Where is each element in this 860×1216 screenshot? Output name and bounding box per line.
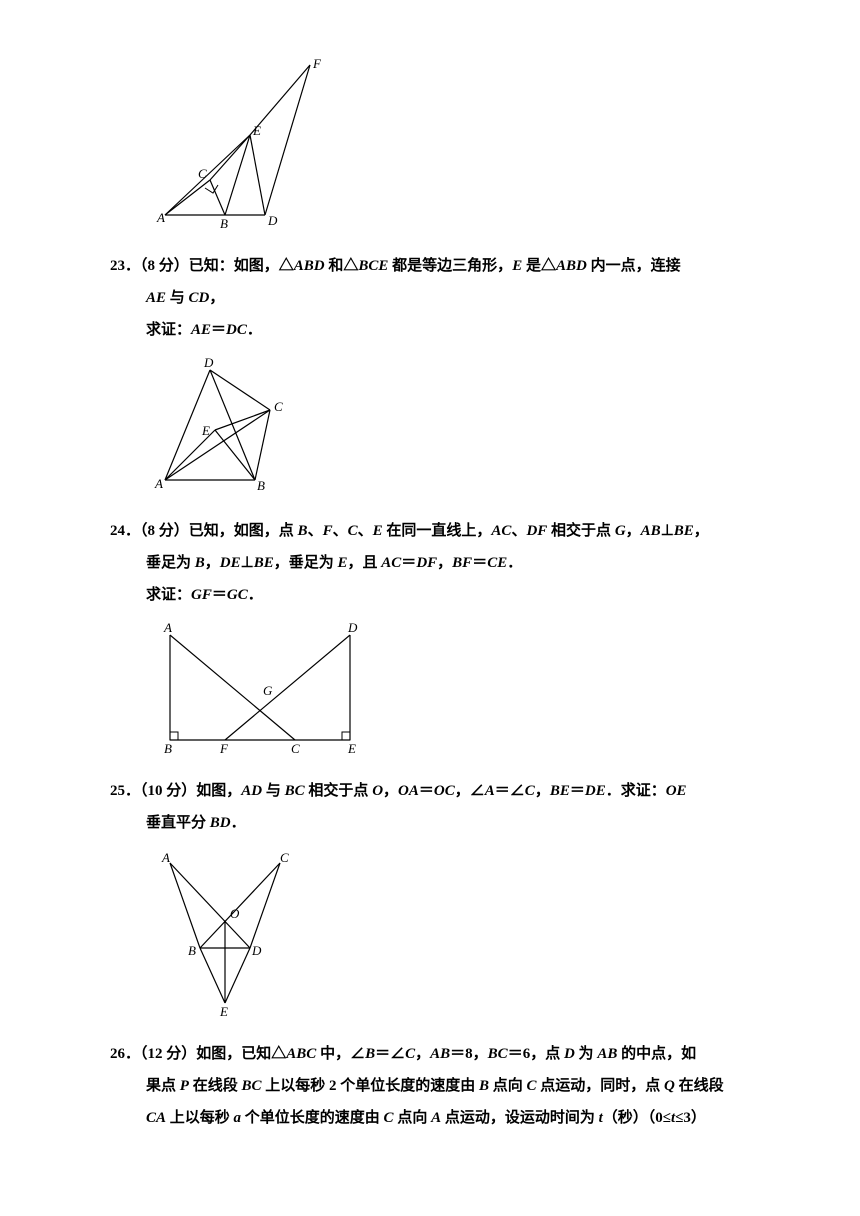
svg-text:A: A (154, 476, 163, 491)
problem-23-line3: 求证：AE＝DC． (110, 315, 760, 345)
svg-text:B: B (220, 216, 228, 230)
problem-25-line1: 25．（10 分）如图，AD 与 BC 相交于点 O，OA＝OC，∠A＝∠C，B… (110, 776, 760, 806)
svg-text:F: F (219, 741, 229, 755)
svg-text:C: C (280, 850, 289, 865)
figure-24: A B C D E F G (150, 620, 760, 766)
problem-26-line2: 果点 P 在线段 BC 上以每秒 2 个单位长度的速度由 B 点向 C 点运动，… (110, 1071, 760, 1101)
problem-26: 26．（12 分）如图，已知△ABC 中，∠B＝∠C，AB＝8，BC＝6，点 D… (110, 1039, 760, 1133)
figure-23: A B C D E (150, 355, 760, 506)
figure-25: A B C D E O (150, 848, 760, 1029)
svg-text:A: A (156, 210, 165, 225)
svg-text:E: E (219, 1004, 228, 1018)
problem-23-line1: 23．（8 分）已知：如图，△ABD 和△BCE 都是等边三角形，E 是△ABD… (110, 251, 760, 281)
svg-text:E: E (347, 741, 356, 755)
svg-text:O: O (230, 906, 240, 921)
problem-25: 25．（10 分）如图，AD 与 BC 相交于点 O，OA＝OC，∠A＝∠C，B… (110, 776, 760, 838)
svg-text:C: C (198, 166, 207, 181)
svg-text:G: G (263, 683, 273, 698)
problem-25-line2: 垂直平分 BD． (110, 808, 760, 838)
figure-22: A B C D E F (150, 50, 760, 241)
svg-text:D: D (347, 620, 358, 635)
svg-text:A: A (163, 620, 172, 635)
problem-24-line1: 24．（8 分）已知，如图，点 B、F、C、E 在同一直线上，AC、DF 相交于… (110, 516, 760, 546)
problem-24: 24．（8 分）已知，如图，点 B、F、C、E 在同一直线上，AC、DF 相交于… (110, 516, 760, 610)
problem-23: 23．（8 分）已知：如图，△ABD 和△BCE 都是等边三角形，E 是△ABD… (110, 251, 760, 345)
svg-text:B: B (257, 478, 265, 493)
problem-23-line2: AE 与 CD， (110, 283, 760, 313)
problem-24-line3: 求证：GF＝GC． (110, 580, 760, 610)
svg-text:D: D (203, 355, 214, 370)
svg-text:B: B (188, 943, 196, 958)
problem-26-line1: 26．（12 分）如图，已知△ABC 中，∠B＝∠C，AB＝8，BC＝6，点 D… (110, 1039, 760, 1069)
problem-24-line2: 垂足为 B，DE⊥BE，垂足为 E，且 AC＝DF，BF＝CE． (110, 548, 760, 578)
svg-text:E: E (201, 423, 210, 438)
svg-text:D: D (251, 943, 262, 958)
svg-text:C: C (274, 399, 283, 414)
problem-26-line3: CA 上以每秒 a 个单位长度的速度由 C 点向 A 点运动，设运动时间为 t（… (110, 1103, 760, 1133)
svg-text:B: B (164, 741, 172, 755)
svg-text:F: F (312, 56, 322, 71)
svg-text:E: E (252, 123, 261, 138)
svg-text:D: D (267, 213, 278, 228)
svg-text:C: C (291, 741, 300, 755)
svg-text:A: A (161, 850, 170, 865)
